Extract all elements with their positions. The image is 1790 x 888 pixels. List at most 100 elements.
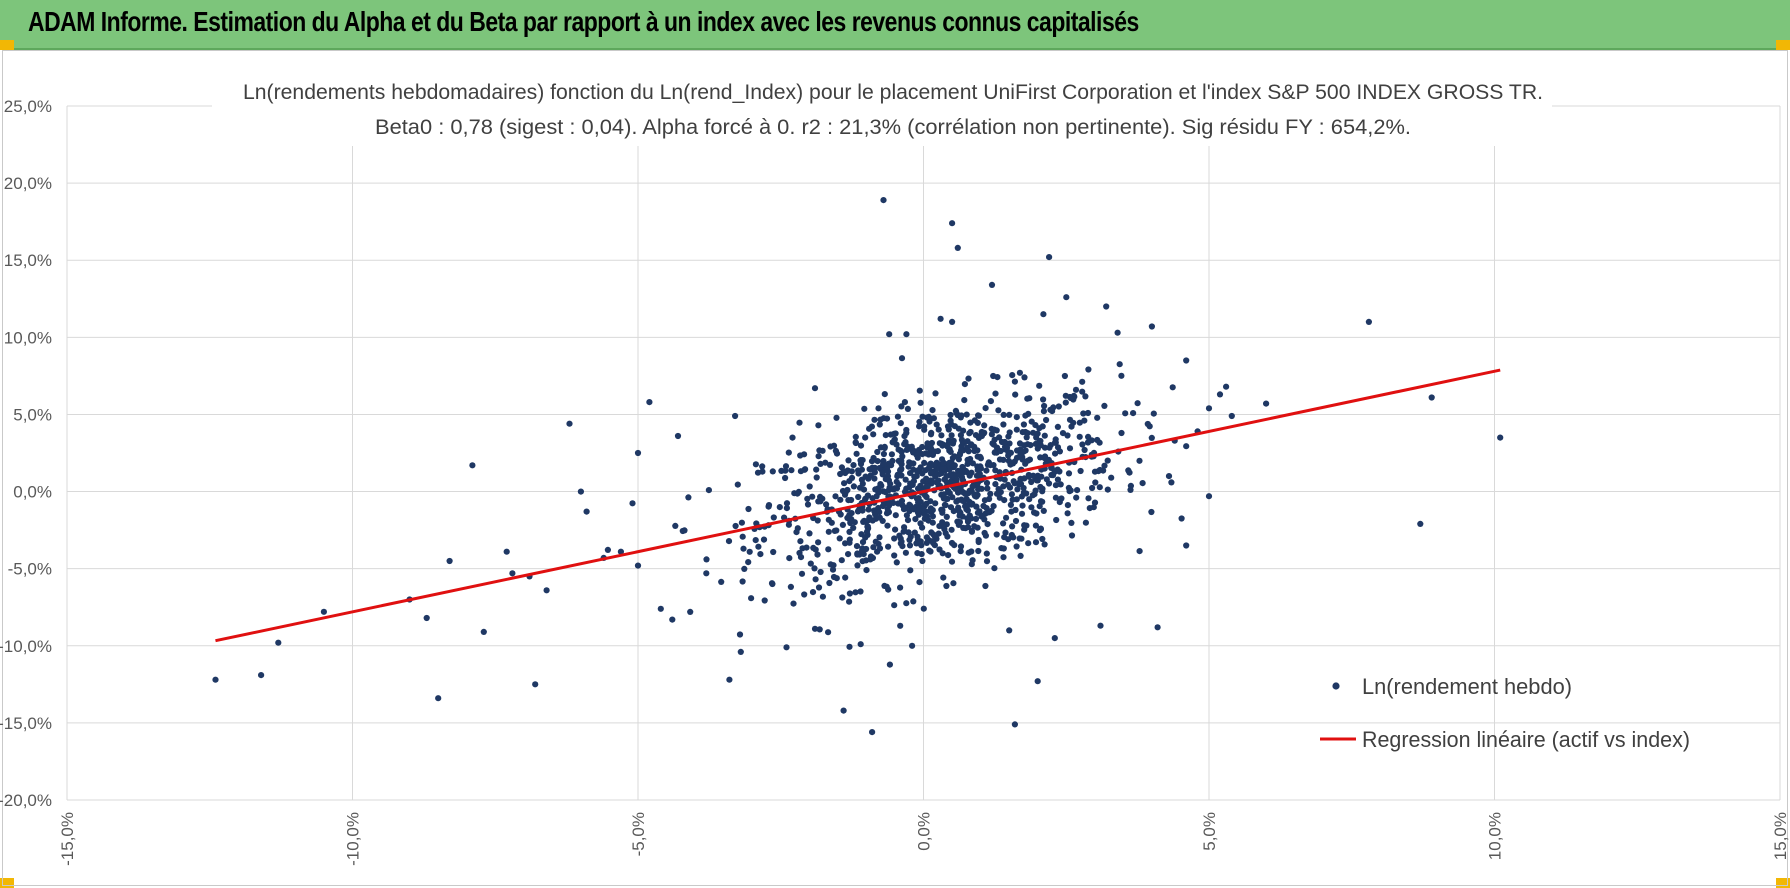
data-point: [919, 413, 926, 420]
data-point: [882, 432, 889, 439]
data-point: [785, 449, 792, 456]
data-point: [1134, 400, 1141, 407]
data-point: [893, 478, 900, 485]
data-point: [1009, 496, 1016, 503]
data-point: [957, 548, 964, 555]
data-point: [1096, 439, 1103, 446]
data-point: [861, 405, 868, 412]
data-point: [1026, 395, 1033, 402]
data-point: [853, 543, 861, 550]
data-point: [987, 398, 995, 405]
data-point: [917, 464, 924, 471]
data-point: [933, 479, 941, 486]
data-point: [937, 315, 944, 322]
data-point: [812, 576, 819, 583]
data-point: [876, 514, 883, 521]
data-point: [954, 244, 961, 251]
data-point: [1079, 441, 1086, 448]
data-point: [1136, 457, 1143, 464]
data-point: [846, 539, 853, 546]
data-point: [971, 417, 978, 424]
data-point: [910, 460, 917, 467]
data-point: [646, 399, 653, 406]
data-point: [984, 485, 991, 492]
data-point: [846, 643, 853, 650]
data-point: [1085, 366, 1092, 373]
data-point: [915, 449, 922, 456]
data-point: [1127, 486, 1134, 493]
data-point: [927, 498, 934, 505]
data-point: [927, 548, 934, 555]
data-point: [867, 553, 875, 560]
data-point: [870, 431, 877, 438]
data-point: [770, 514, 777, 521]
data-point: [1094, 414, 1101, 421]
data-point: [1068, 532, 1076, 539]
data-point: [1041, 432, 1048, 439]
data-point: [1007, 449, 1015, 456]
data-point: [1053, 467, 1060, 474]
data-point: [1085, 495, 1092, 502]
data-point: [1025, 473, 1033, 480]
data-point: [828, 519, 835, 526]
data-point: [996, 456, 1004, 463]
data-point: [839, 521, 847, 529]
data-point: [961, 439, 968, 446]
data-point: [932, 500, 939, 507]
data-point: [503, 548, 510, 555]
data-point: [944, 441, 951, 448]
data-point: [725, 538, 733, 545]
data-point: [1005, 433, 1012, 440]
data-point: [907, 567, 914, 574]
data-point: [848, 474, 856, 481]
data-point: [1000, 421, 1007, 428]
data-point: [1009, 372, 1016, 379]
data-point: [1100, 467, 1107, 474]
data-point: [745, 505, 752, 513]
data-point: [894, 473, 901, 480]
data-point: [823, 501, 830, 508]
data-point: [1056, 448, 1063, 455]
data-point: [876, 421, 883, 428]
data-point: [857, 442, 865, 449]
data-point: [672, 522, 679, 530]
data-point: [947, 504, 955, 511]
data-point: [839, 594, 846, 601]
data-point: [1051, 439, 1058, 446]
data-point: [981, 497, 989, 504]
data-point: [880, 461, 887, 468]
data-point: [897, 420, 904, 427]
data-point: [769, 468, 776, 475]
data-point: [1000, 545, 1007, 552]
data-point: [1116, 361, 1123, 368]
data-point: [1073, 494, 1080, 501]
data-point: [1027, 442, 1034, 449]
y-tick-label: 15,0%: [4, 251, 52, 270]
data-point: [932, 390, 939, 397]
data-point: [1051, 635, 1058, 642]
data-point: [945, 426, 952, 433]
data-point: [1101, 402, 1108, 409]
x-tick-label: 15,0%: [1771, 812, 1790, 860]
data-point: [566, 420, 573, 427]
data-point: [850, 524, 857, 532]
data-point: [953, 498, 960, 505]
data-point: [975, 412, 983, 419]
data-point: [745, 559, 752, 566]
data-point: [897, 540, 904, 547]
scatter-points: [212, 197, 1504, 736]
data-point: [838, 464, 846, 471]
data-point: [1032, 539, 1040, 546]
data-point: [928, 429, 935, 436]
data-point: [992, 390, 999, 397]
data-point: [732, 522, 739, 530]
data-point: [961, 397, 968, 404]
data-point: [817, 493, 824, 500]
data-point: [947, 417, 954, 424]
data-point: [833, 414, 840, 421]
data-point: [819, 447, 826, 454]
data-point: [857, 457, 865, 464]
data-point: [882, 489, 889, 496]
data-point: [1031, 491, 1038, 498]
data-point: [1428, 394, 1435, 401]
